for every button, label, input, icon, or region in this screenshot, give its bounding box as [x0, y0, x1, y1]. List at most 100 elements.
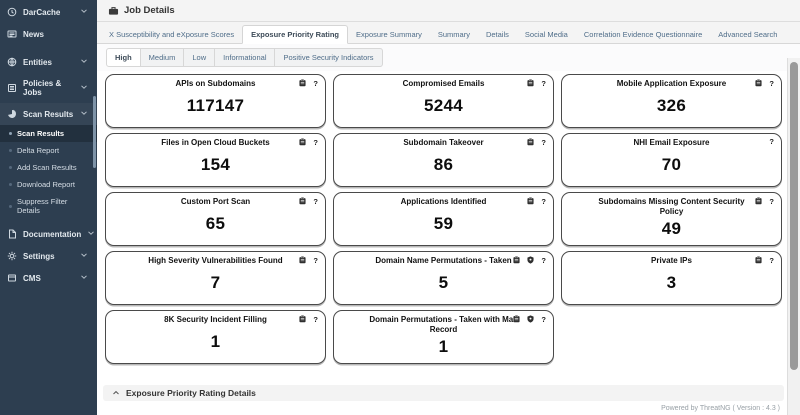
card-subdomain-takeover: ? Subdomain Takeover 86: [333, 133, 554, 187]
report-icon[interactable]: [513, 315, 523, 325]
footer-text: Powered by ThreatNG ( Version : 4.3 ): [661, 404, 780, 412]
main-area: Job Details X Susceptibility and eXposur…: [97, 0, 800, 415]
sidebar-scrollbar[interactable]: [93, 96, 96, 168]
card-title: APIs on Subdomains: [175, 79, 256, 88]
sidebar-item-label: Documentation: [23, 229, 82, 239]
help-icon[interactable]: ?: [769, 79, 774, 89]
subtab-positive-security-indicators[interactable]: Positive Security Indicators: [275, 48, 383, 67]
chevron-down-icon: [80, 251, 90, 261]
report-icon[interactable]: [299, 138, 309, 148]
list-icon: [7, 83, 17, 93]
help-icon[interactable]: ?: [541, 256, 546, 266]
help-icon[interactable]: ?: [541, 197, 546, 207]
sidebar-item-label: Scan Results: [23, 109, 74, 119]
page-title: Job Details: [124, 5, 175, 16]
sidebar-subitem-add-scan-results[interactable]: Add Scan Results: [0, 159, 97, 176]
card-mobile-application-exposure: ? Mobile Application Exposure 326: [561, 74, 782, 128]
card-value: 326: [656, 96, 687, 116]
tab-x-susceptibility[interactable]: X Susceptibility and eXposure Scores: [109, 30, 235, 39]
sidebar-item-label: Settings: [23, 251, 55, 261]
report-icon[interactable]: [755, 197, 765, 207]
help-icon[interactable]: ?: [313, 138, 318, 148]
tab-social-media[interactable]: Social Media: [524, 30, 568, 39]
tab-correlation-evidence-questionnaire[interactable]: Correlation Evidence Questionnaire: [583, 30, 703, 39]
chevron-down-icon: [80, 273, 90, 283]
exposure-priority-rating-details-accordion[interactable]: Exposure Priority Rating Details: [103, 385, 784, 401]
report-icon[interactable]: [755, 256, 765, 266]
help-icon[interactable]: ?: [313, 315, 318, 325]
report-icon[interactable]: [527, 79, 537, 89]
card-title: Subdomain Takeover: [403, 138, 484, 147]
sidebar-item-settings[interactable]: Settings: [0, 245, 97, 267]
help-icon[interactable]: ?: [313, 197, 318, 207]
tab-summary[interactable]: Summary: [437, 30, 470, 39]
sidebar-item-entities[interactable]: Entities: [0, 51, 97, 73]
content-panel: ? APIs on Subdomains 117147 ? Compromise…: [103, 71, 784, 415]
report-icon[interactable]: [299, 79, 309, 89]
sidebar-subitem-suppress-filter-details[interactable]: Suppress Filter Details: [0, 193, 97, 219]
tab-exposure-priority-rating[interactable]: Exposure Priority Rating: [242, 25, 349, 44]
card-files-in-open-cloud-buckets: ? Files in Open Cloud Buckets 154: [105, 133, 326, 187]
sidebar-item-darcache[interactable]: DarCache: [0, 1, 97, 23]
sidebar-subitem-delta-report[interactable]: Delta Report: [0, 142, 97, 159]
tab-advanced-search[interactable]: Advanced Search: [718, 30, 778, 39]
report-icon[interactable]: [513, 256, 523, 266]
card-applications-identified: ? Applications Identified 59: [333, 192, 554, 246]
sidebar-item-documentation[interactable]: Documentation: [0, 223, 97, 245]
help-icon[interactable]: ?: [541, 138, 546, 148]
card-title: NHI Email Exposure: [633, 138, 710, 147]
sidebar-subitem-label: Download Report: [17, 180, 75, 189]
card-value: 5244: [423, 96, 464, 116]
tab-exposure-summary[interactable]: Exposure Summary: [356, 30, 422, 39]
card-nhi-email-exposure: ? NHI Email Exposure 70: [561, 133, 782, 187]
sidebar-item-policies-jobs[interactable]: Policies & Jobs: [0, 73, 97, 103]
help-icon[interactable]: ?: [313, 79, 318, 89]
main-scrollbar-thumb[interactable]: [790, 62, 798, 370]
card-private-ips: ? Private IPs 3: [561, 251, 782, 305]
report-icon[interactable]: [755, 79, 765, 89]
sidebar-item-label: Policies & Jobs: [23, 79, 62, 97]
card-high-severity-vulnerabilities: ? High Severity Vulnerabilities Found 7: [105, 251, 326, 305]
news-icon: [7, 29, 17, 39]
main-scrollbar[interactable]: [787, 58, 800, 415]
accordion-label: Exposure Priority Rating Details: [126, 388, 256, 398]
subtab-high[interactable]: High: [106, 48, 141, 67]
card-domain-permutations-taken-mail-record: ? Domain Permutations - Taken with Mail …: [333, 310, 554, 364]
tab-details[interactable]: Details: [485, 30, 509, 39]
sidebar-item-label: DarCache: [23, 7, 61, 17]
help-icon[interactable]: ?: [541, 79, 546, 89]
card-subdomains-missing-csp: ? Subdomains Missing Content Security Po…: [561, 192, 782, 246]
help-icon[interactable]: ?: [541, 315, 546, 325]
card-compromised-emails: ? Compromised Emails 5244: [333, 74, 554, 128]
sidebar-subitem-download-report[interactable]: Download Report: [0, 176, 97, 193]
shield-icon[interactable]: [527, 315, 537, 325]
report-icon[interactable]: [527, 138, 537, 148]
sidebar-item-scan-results[interactable]: Scan Results: [0, 103, 97, 125]
report-icon[interactable]: [299, 256, 309, 266]
subtab-medium[interactable]: Medium: [140, 48, 185, 67]
report-icon[interactable]: [527, 197, 537, 207]
card-title: Subdomains Missing Content Security Poli…: [598, 197, 745, 217]
help-icon[interactable]: ?: [769, 197, 774, 207]
subtab-informational[interactable]: Informational: [215, 48, 276, 67]
report-icon[interactable]: [299, 315, 309, 325]
card-value: 5: [438, 273, 449, 293]
card-8k-security-incident-filling: ? 8K Security Incident Filling 1: [105, 310, 326, 364]
report-icon[interactable]: [299, 197, 309, 207]
shield-icon[interactable]: [527, 256, 537, 266]
sidebar-item-label: News: [23, 29, 44, 39]
help-icon[interactable]: ?: [313, 256, 318, 266]
help-icon[interactable]: ?: [769, 256, 774, 266]
card-value: 65: [205, 214, 226, 234]
sidebar-item-news[interactable]: News: [0, 23, 97, 45]
card-title: Domain Permutations - Taken with Mail Re…: [369, 315, 518, 335]
gear-icon: [7, 251, 17, 261]
chevron-up-icon: [112, 389, 120, 397]
help-icon[interactable]: ?: [769, 137, 774, 146]
sidebar-subitem-scan-results[interactable]: Scan Results: [0, 125, 97, 142]
card-custom-port-scan: ? Custom Port Scan 65: [105, 192, 326, 246]
subtab-low[interactable]: Low: [184, 48, 216, 67]
chevron-down-icon: [80, 7, 90, 17]
sidebar-item-cms[interactable]: CMS: [0, 267, 97, 289]
